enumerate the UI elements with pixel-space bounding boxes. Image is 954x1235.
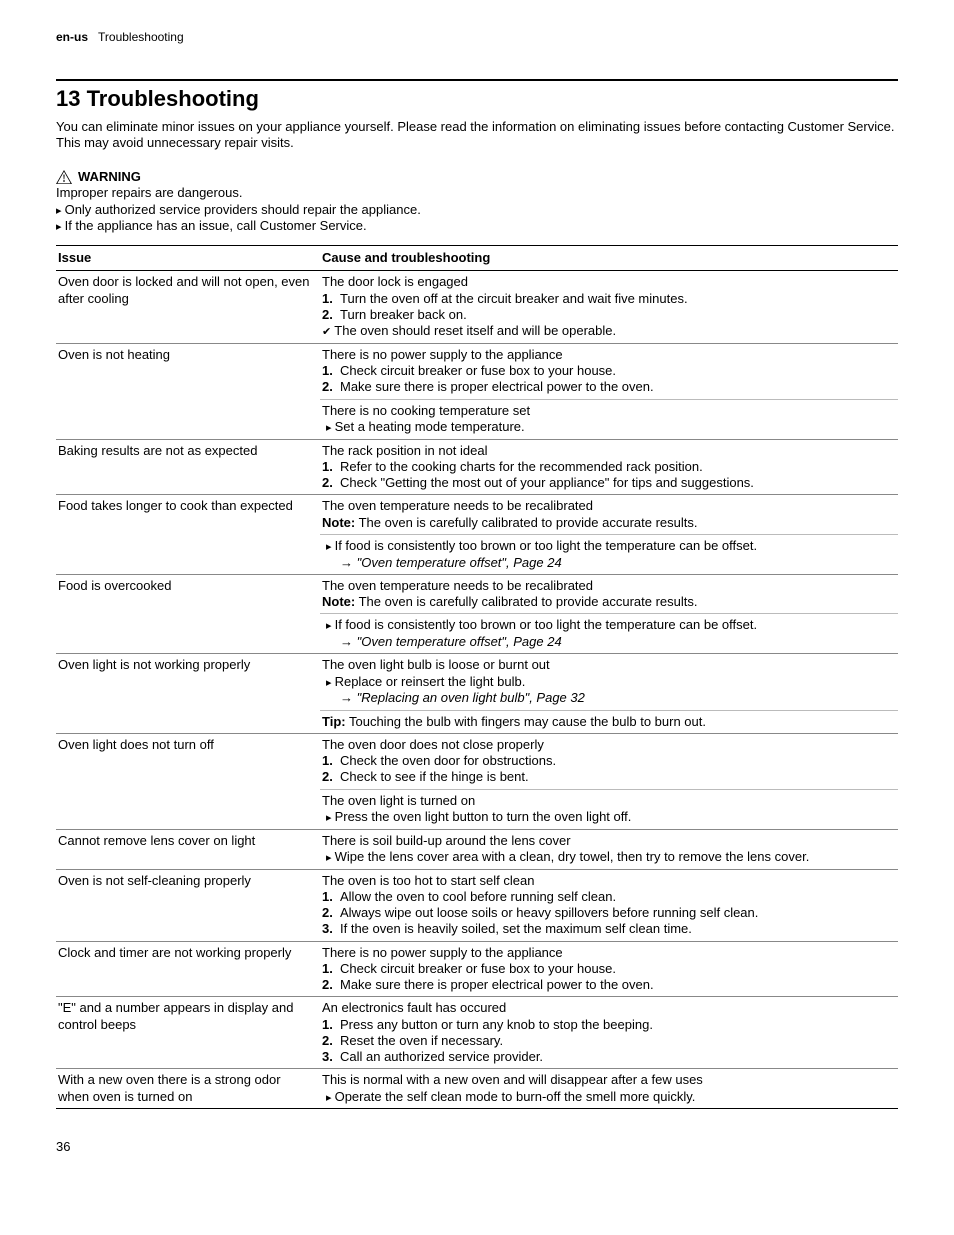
intro-paragraph: You can eliminate minor issues on your a… bbox=[56, 119, 898, 152]
cause-cell: The oven temperature needs to be recalib… bbox=[320, 574, 898, 614]
header-locale: en-us bbox=[56, 30, 88, 44]
table-row: Oven light is not working properly The o… bbox=[56, 654, 898, 710]
table-row: Oven is not heating There is no power su… bbox=[56, 343, 898, 399]
table-row: Clock and timer are not working properly… bbox=[56, 941, 898, 997]
cause-cell: The oven light is turned on Press the ov… bbox=[320, 789, 898, 829]
cause-cell: The oven temperature needs to be recalib… bbox=[320, 495, 898, 535]
table-row: Baking results are not as expected The r… bbox=[56, 439, 898, 495]
page-number: 36 bbox=[56, 1139, 898, 1155]
issue-cell: Oven is not heating bbox=[56, 343, 320, 439]
issue-cell: Oven light is not working properly bbox=[56, 654, 320, 734]
header-section: Troubleshooting bbox=[98, 30, 184, 44]
table-row: Oven is not self-cleaning properly The o… bbox=[56, 869, 898, 941]
warning-bullet: If the appliance has an issue, call Cust… bbox=[56, 218, 898, 235]
warning-line: Improper repairs are dangerous. bbox=[56, 185, 898, 201]
cause-cell: If food is consistently too brown or too… bbox=[320, 614, 898, 654]
cause-cell: The door lock is engaged Turn the oven o… bbox=[320, 271, 898, 344]
table-row: Food takes longer to cook than expected … bbox=[56, 495, 898, 535]
cause-cell: This is normal with a new oven and will … bbox=[320, 1069, 898, 1109]
col-header-issue: Issue bbox=[56, 246, 320, 271]
cause-cell: An electronics fault has occured Press a… bbox=[320, 997, 898, 1069]
warning-bullet: Only authorized service providers should… bbox=[56, 202, 898, 219]
col-header-cause: Cause and troubleshooting bbox=[320, 246, 898, 271]
issue-cell: Oven light does not turn off bbox=[56, 733, 320, 829]
table-row: Cannot remove lens cover on light There … bbox=[56, 829, 898, 869]
cause-cell: The oven door does not close properly Ch… bbox=[320, 733, 898, 789]
warning-bullets: Only authorized service providers should… bbox=[56, 202, 898, 236]
issue-cell: Clock and timer are not working properly bbox=[56, 941, 320, 997]
table-row: With a new oven there is a strong odor w… bbox=[56, 1069, 898, 1109]
troubleshooting-table: Issue Cause and troubleshooting Oven doo… bbox=[56, 245, 898, 1109]
cause-cell: There is soil build-up around the lens c… bbox=[320, 829, 898, 869]
issue-cell: Food is overcooked bbox=[56, 574, 320, 654]
page-title: 13 Troubleshooting bbox=[56, 79, 898, 113]
running-header: en-us Troubleshooting bbox=[56, 30, 898, 45]
issue-cell: Baking results are not as expected bbox=[56, 439, 320, 495]
cause-cell: There is no cooking temperature set Set … bbox=[320, 399, 898, 439]
issue-cell: Cannot remove lens cover on light bbox=[56, 829, 320, 869]
issue-cell: "E" and a number appears in display and … bbox=[56, 997, 320, 1069]
table-row: Oven light does not turn off The oven do… bbox=[56, 733, 898, 789]
table-row: Food is overcooked The oven temperature … bbox=[56, 574, 898, 614]
cause-cell: The oven light bulb is loose or burnt ou… bbox=[320, 654, 898, 710]
issue-cell: Food takes longer to cook than expected bbox=[56, 495, 320, 575]
warning-block: WARNING Improper repairs are dangerous. … bbox=[56, 169, 898, 235]
cause-cell: There is no power supply to the applianc… bbox=[320, 941, 898, 997]
cause-cell: Tip: Touching the bulb with fingers may … bbox=[320, 710, 898, 733]
cause-cell: There is no power supply to the applianc… bbox=[320, 343, 898, 399]
issue-cell: Oven is not self-cleaning properly bbox=[56, 869, 320, 941]
cause-cell: If food is consistently too brown or too… bbox=[320, 534, 898, 574]
warning-label: WARNING bbox=[78, 169, 141, 185]
table-row: Oven door is locked and will not open, e… bbox=[56, 271, 898, 344]
warning-heading: WARNING bbox=[56, 169, 898, 185]
issue-cell: With a new oven there is a strong odor w… bbox=[56, 1069, 320, 1109]
warning-icon bbox=[56, 170, 72, 184]
issue-cell: Oven door is locked and will not open, e… bbox=[56, 271, 320, 344]
cause-cell: The rack position in not ideal Refer to … bbox=[320, 439, 898, 495]
cause-cell: The oven is too hot to start self clean … bbox=[320, 869, 898, 941]
table-row: "E" and a number appears in display and … bbox=[56, 997, 898, 1069]
